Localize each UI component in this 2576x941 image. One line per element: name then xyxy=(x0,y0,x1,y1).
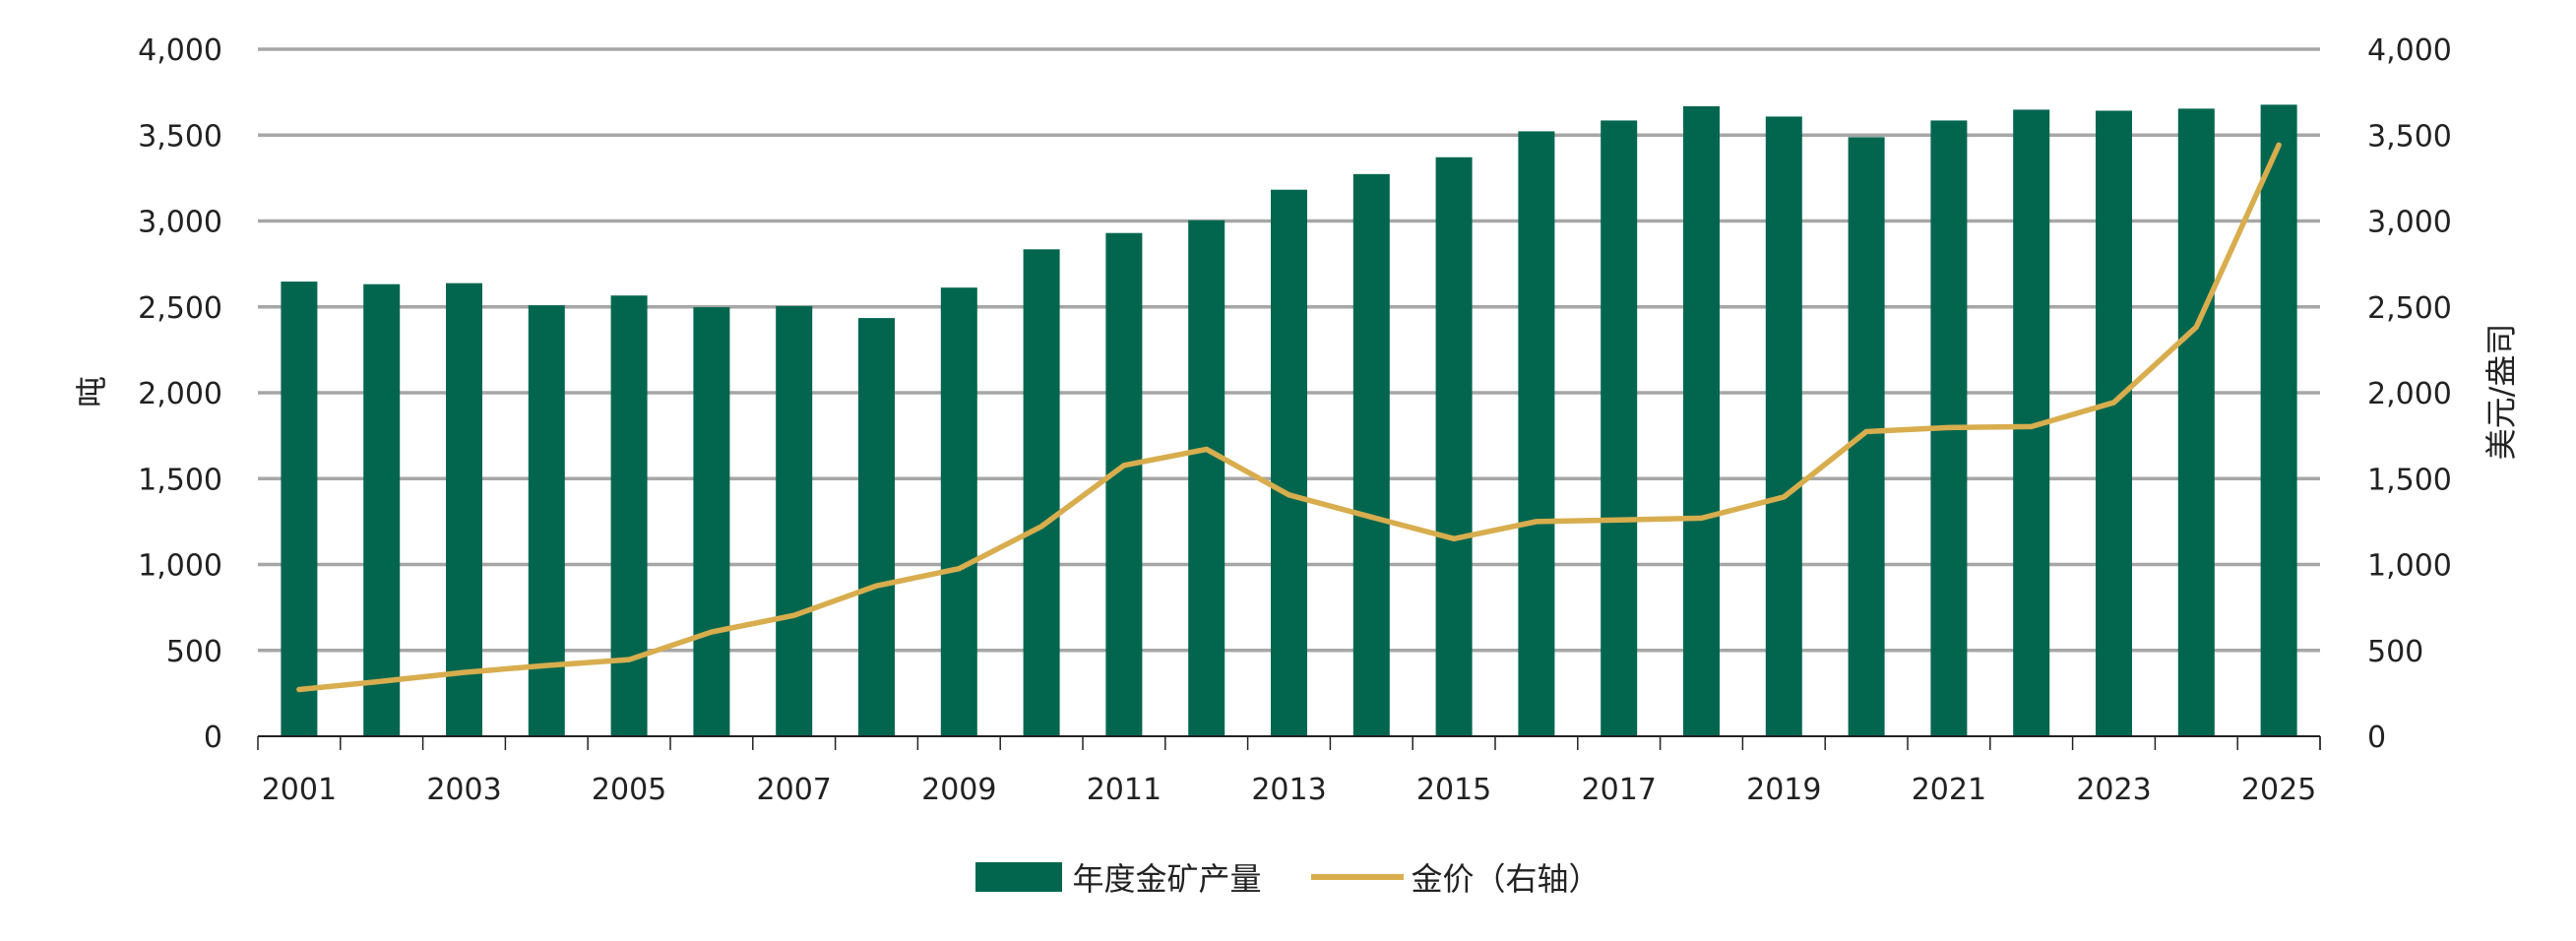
y-tick-left: 1,500 xyxy=(138,463,222,497)
x-tick-label: 2017 xyxy=(1582,773,1657,807)
legend-item-gold-price: 金价（右轴） xyxy=(1310,854,1601,900)
bar-2015 xyxy=(1435,157,1473,736)
bar-2024 xyxy=(2177,108,2215,736)
y-tick-right: 1,000 xyxy=(2367,549,2452,584)
bar-2008 xyxy=(858,318,895,736)
bar-2010 xyxy=(1023,249,1060,737)
x-tick-label: 2023 xyxy=(2076,773,2151,807)
legend-label-production: 年度金矿产量 xyxy=(1072,860,1262,898)
x-tick-label: 2015 xyxy=(1416,773,1491,807)
legend: 年度金矿产量 金价（右轴） xyxy=(0,854,2576,900)
x-tick-label: 2003 xyxy=(426,773,501,807)
x-tick-label: 2009 xyxy=(921,773,996,807)
bar-2002 xyxy=(363,283,401,736)
bar-2018 xyxy=(1683,105,1720,736)
y-tick-right: 2,000 xyxy=(2367,377,2452,411)
y-axis-label-left: 吨 xyxy=(73,376,110,408)
bar-2012 xyxy=(1188,220,1225,736)
y-tick-right: 1,500 xyxy=(2367,463,2452,497)
y-tick-right: 3,000 xyxy=(2367,206,2452,240)
x-tick-label: 2013 xyxy=(1251,773,1326,807)
y-tick-left: 500 xyxy=(166,635,222,669)
y-tick-left: 3,000 xyxy=(138,206,222,240)
bar-2014 xyxy=(1352,173,1390,736)
y-tick-left: 1,000 xyxy=(138,549,222,584)
bar-2013 xyxy=(1271,189,1307,737)
x-tick-label: 2001 xyxy=(262,773,337,807)
bar-2023 xyxy=(2096,110,2132,736)
legend-swatch-bar xyxy=(975,862,1063,892)
legend-swatch-line xyxy=(1310,874,1404,880)
y-tick-left: 4,000 xyxy=(138,33,222,68)
bar-2009 xyxy=(940,287,977,736)
y-tick-right: 3,500 xyxy=(2367,119,2452,154)
bar-2019 xyxy=(1765,116,1802,737)
y-tick-left: 2,000 xyxy=(138,377,222,411)
bar-2020 xyxy=(1848,137,1885,736)
bar-2005 xyxy=(610,295,648,736)
x-tick-label: 2011 xyxy=(1087,773,1162,807)
y-tick-right: 4,000 xyxy=(2367,33,2452,68)
bar-2007 xyxy=(776,306,813,736)
bar-2006 xyxy=(693,307,730,736)
legend-item-production: 年度金矿产量 xyxy=(975,854,1262,900)
y-tick-left: 0 xyxy=(204,721,222,755)
x-tick-label: 2005 xyxy=(592,773,666,807)
y-tick-right: 2,500 xyxy=(2367,291,2452,326)
y-tick-left: 3,500 xyxy=(138,119,222,154)
x-tick-label: 2025 xyxy=(2241,773,2316,807)
y-tick-right: 0 xyxy=(2367,721,2386,755)
y-tick-right: 500 xyxy=(2367,635,2423,669)
bar-2001 xyxy=(281,282,318,736)
bar-2016 xyxy=(1518,131,1555,736)
bar-2025 xyxy=(2260,104,2297,736)
x-tick-label: 2019 xyxy=(1746,773,1821,807)
y-tick-left: 2,500 xyxy=(138,291,222,326)
y-axis-label-right: 美元/盎司 xyxy=(2482,324,2520,461)
bar-2011 xyxy=(1105,232,1143,736)
x-tick-label: 2007 xyxy=(757,773,832,807)
legend-label-gold-price: 金价（右轴） xyxy=(1411,860,1601,898)
bar-2003 xyxy=(446,282,482,736)
bar-2017 xyxy=(1601,120,1638,737)
bar-2004 xyxy=(528,305,565,736)
x-tick-label: 2021 xyxy=(1912,773,1986,807)
